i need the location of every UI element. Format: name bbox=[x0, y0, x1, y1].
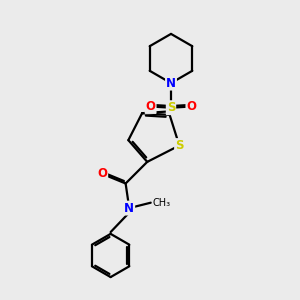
Text: O: O bbox=[146, 100, 156, 113]
Text: S: S bbox=[167, 101, 175, 114]
Text: CH₃: CH₃ bbox=[152, 198, 170, 208]
Text: N: N bbox=[166, 76, 176, 90]
Text: O: O bbox=[97, 167, 107, 180]
Text: O: O bbox=[186, 100, 197, 113]
Text: S: S bbox=[175, 139, 184, 152]
Text: N: N bbox=[124, 202, 134, 214]
